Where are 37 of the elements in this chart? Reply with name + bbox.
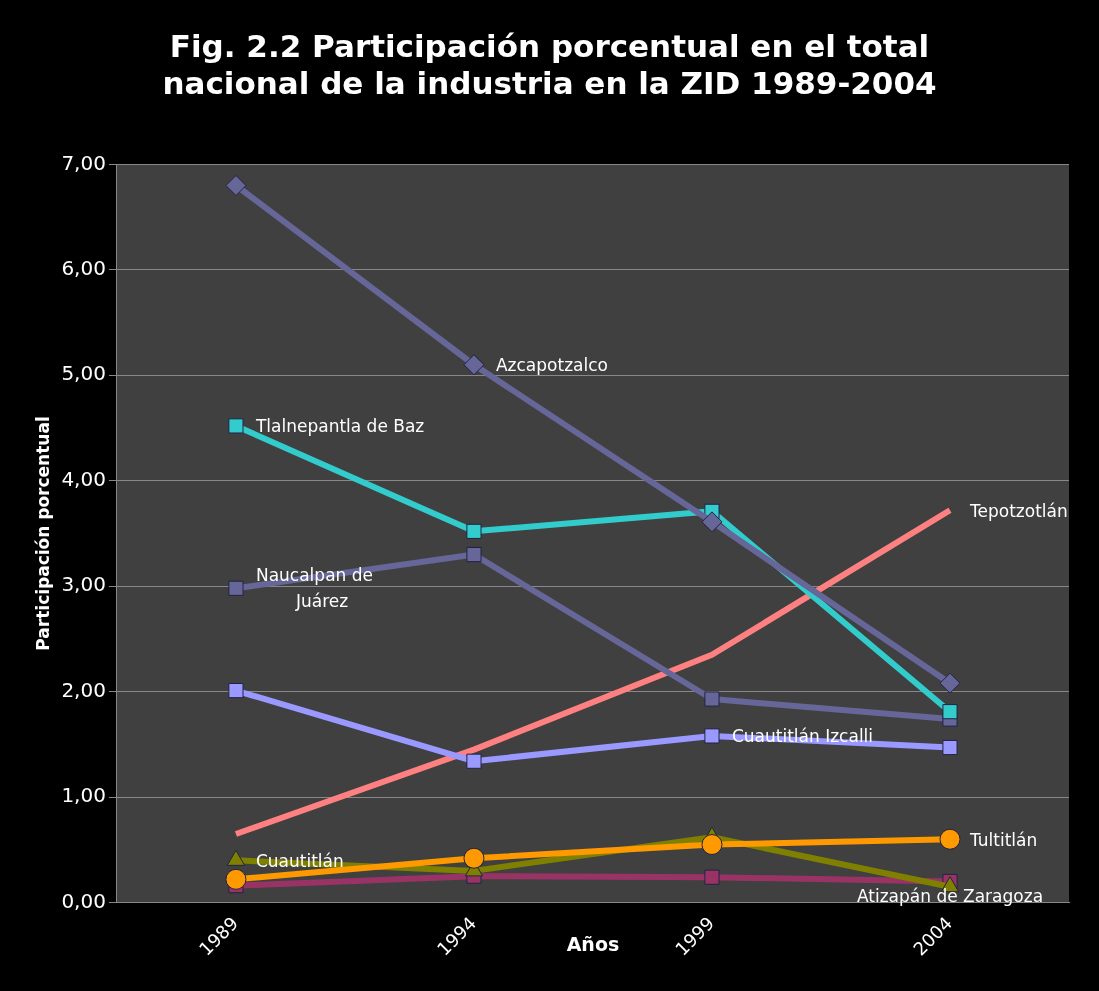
y-tick-label: 3,00 [61, 572, 106, 597]
y-tick-label: 2,00 [61, 677, 106, 702]
point [225, 174, 247, 196]
series-label: Naucalpan de Juárez [255, 564, 373, 611]
series-label: Tultitlán [968, 829, 1038, 850]
series-label: Atizapán de Zaragoza [856, 885, 1044, 906]
point [228, 580, 244, 596]
point [939, 672, 961, 694]
point [463, 847, 485, 869]
point [701, 511, 723, 533]
x-axis-title: Años [566, 932, 620, 955]
y-tick-label: 7,00 [61, 150, 106, 175]
point [225, 868, 247, 890]
y-tick-label: 4,00 [61, 466, 106, 491]
point [942, 704, 958, 720]
point [466, 523, 482, 539]
y-tick-label: 6,00 [61, 256, 106, 281]
point [463, 354, 485, 376]
point [466, 753, 482, 769]
point [466, 546, 482, 563]
point [228, 418, 244, 434]
point [942, 739, 958, 756]
point [939, 828, 961, 850]
series-label: Azcapotzalco [495, 355, 608, 376]
point [228, 683, 244, 699]
point [704, 869, 720, 885]
point [704, 691, 720, 707]
series-label: Tepotzotlán [968, 500, 1068, 521]
y-tick-label: 1,00 [61, 783, 106, 808]
y-axis-title: Participación porcentual [32, 416, 53, 651]
point [704, 728, 720, 744]
point [701, 834, 723, 856]
y-tick-label: 0,00 [61, 888, 106, 913]
y-tick-label: 5,00 [61, 361, 106, 386]
chart-title: Fig. 2.2 Participación porcentual en el total nacional de la industria en la ZID 1989-2004 [162, 27, 937, 101]
series-label: Tlalnepantla de Baz [254, 416, 425, 437]
series-label: Cuautitlán [255, 850, 344, 871]
